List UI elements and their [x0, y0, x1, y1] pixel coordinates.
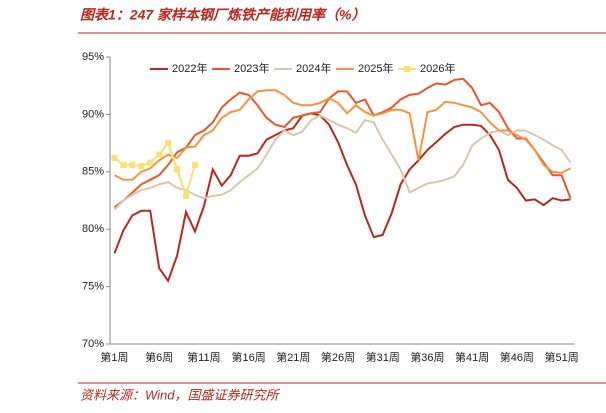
point-marker: [191, 161, 198, 168]
point-marker: [138, 163, 145, 170]
y-tick-label: 75%: [82, 281, 104, 293]
point-marker: [156, 151, 163, 158]
x-tick-label: 第16周: [231, 350, 265, 364]
legend-marker: [404, 66, 410, 72]
x-tick-label: 第11周: [187, 350, 220, 364]
x-tick-label: 第1周: [100, 350, 128, 364]
x-tick-label: 第26周: [321, 350, 355, 364]
x-tick-label: 第41周: [455, 350, 489, 364]
y-tick-label: 70%: [82, 338, 104, 350]
x-tick-label: 第21周: [276, 350, 310, 364]
point-marker: [174, 166, 181, 173]
series-line: [113, 114, 572, 211]
point-marker: [165, 140, 172, 147]
x-tick-label: 第6周: [145, 350, 173, 364]
legend-label: 2025年: [358, 61, 393, 75]
y-tick-label: 80%: [82, 223, 104, 235]
series-line: [114, 89, 571, 181]
point-marker: [183, 192, 190, 199]
legend-label: 2022年: [172, 61, 207, 75]
series-line: [113, 112, 571, 284]
y-tick-label: 95%: [82, 51, 104, 63]
x-tick-label: 第51周: [544, 350, 578, 364]
legend-label: 2023年: [234, 61, 269, 75]
source-note: 资料来源：Wind，国盛证券研究所: [80, 387, 281, 402]
series-line: [113, 141, 196, 200]
point-marker: [111, 155, 118, 162]
point-marker: [147, 159, 154, 166]
y-tick-label: 85%: [82, 166, 104, 178]
point-marker: [120, 161, 127, 168]
x-tick-label: 第31周: [366, 350, 400, 364]
y-tick-label: 90%: [82, 108, 104, 120]
legend-label: 2024年: [296, 61, 331, 75]
x-tick-label: 第36周: [410, 350, 444, 364]
x-tick-label: 第46周: [500, 350, 534, 364]
legend-label: 2026年: [420, 61, 455, 75]
point-marker: [129, 161, 136, 168]
chart-title: 图表1：247 家样本钢厂炼铁产能利用率（%）: [80, 7, 365, 23]
series-line: [113, 77, 572, 209]
